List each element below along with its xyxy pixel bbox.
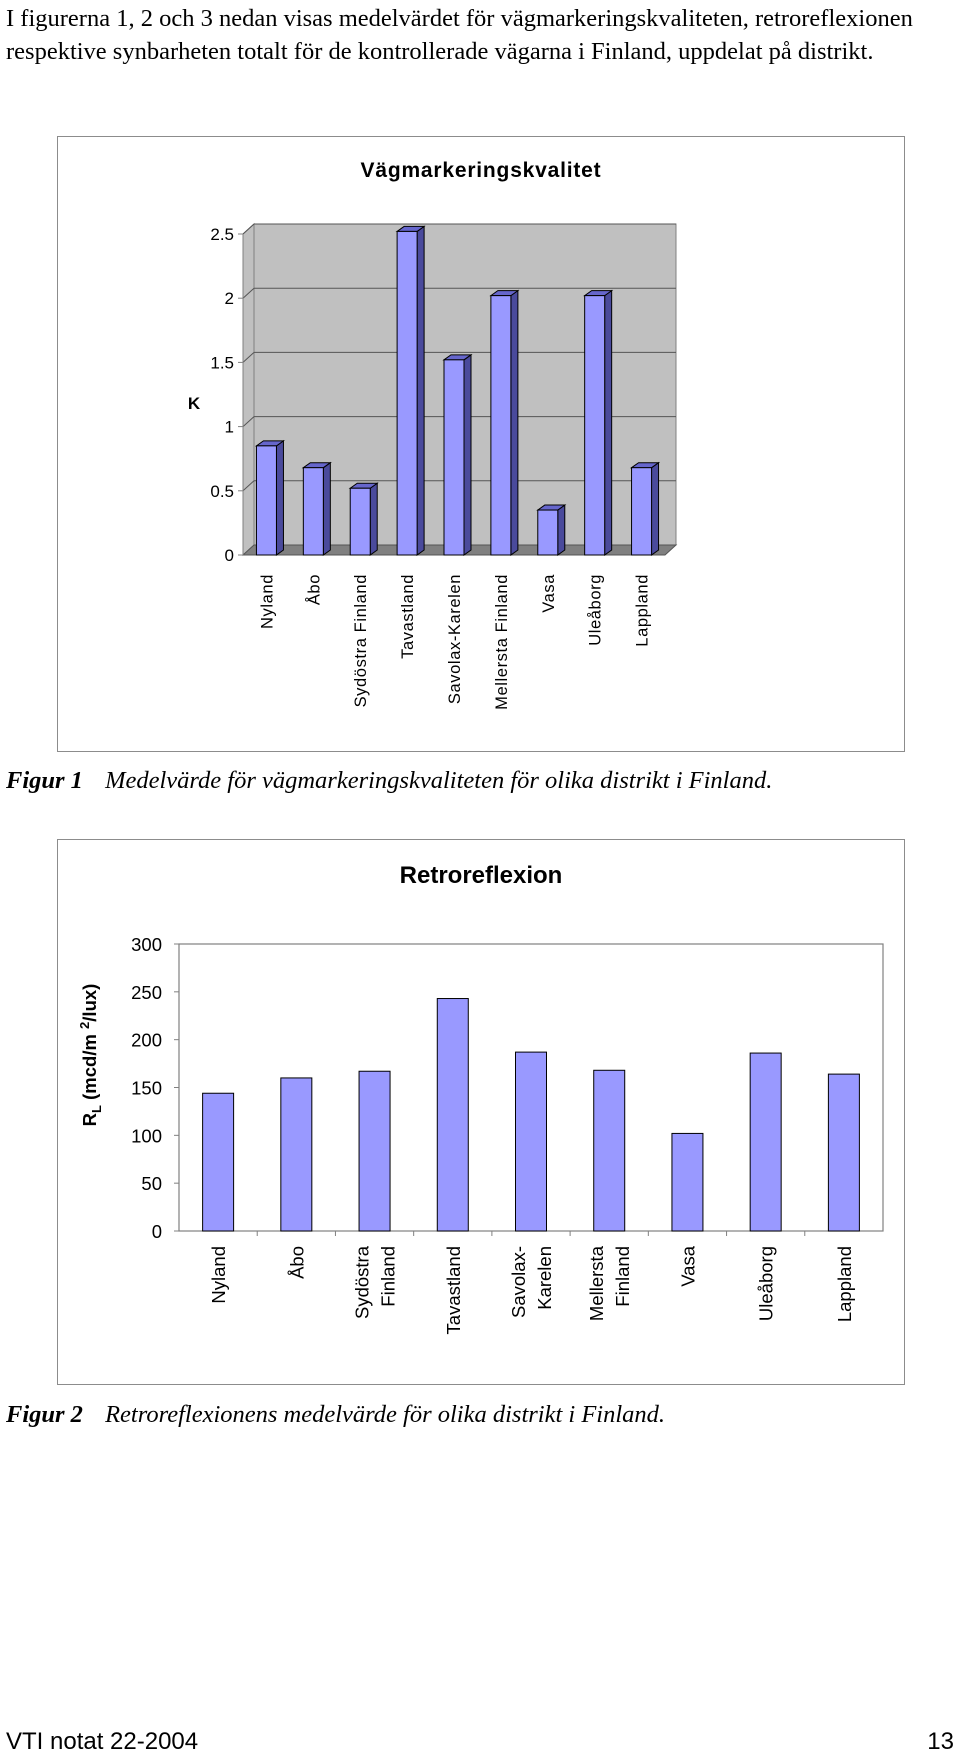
chart2-x-tick-label: Savolax- [508,1246,529,1318]
chart1-y-tick-label: 2 [225,289,234,308]
chart2-y-tick-label: 300 [131,934,162,955]
chart2-x-tick-label: Uleåborg [756,1246,777,1321]
figure2-caption-text: Retroreflexionens medelvärde för olika d… [105,1401,666,1428]
chart1-x-tick-label: Sydöstra Finland [352,574,370,707]
chart1-bar [254,439,286,556]
chart1-bar [536,504,567,556]
chart1-bar [395,225,426,556]
chart1-bar-side [275,439,284,556]
chart1-x-tick-label: Savolax-Karelen [446,574,464,704]
chart1-x-tick-label: Tavastland [399,574,417,659]
chart2-x-tick-label: Nyland [208,1246,229,1304]
chart2-x-tick-label: Mellersta [586,1245,607,1321]
chart2-y-tick-label: 250 [131,982,162,1003]
chart2-x-tick-label: Lappland [834,1246,855,1322]
chart2-y-label-main: R [79,1113,100,1126]
chart1-gridline-side [242,480,255,492]
chart1-bar-side [463,353,472,556]
chart1-bar-front [631,467,653,556]
chart2-bar [358,1070,391,1232]
chart1-bar [348,482,379,556]
chart1-bar [629,461,661,556]
chart2-y-tick-label: 200 [131,1030,162,1051]
chart2-y-tick-label: 50 [141,1173,162,1194]
chart2-x-tick-label: Finland [612,1246,633,1307]
chart1-gridline-side [242,287,255,299]
chart2-bar [749,1052,782,1232]
chart1-y-tick-label: 0.5 [210,482,234,501]
chart2-bar [515,1051,547,1232]
chart1-x-tick-label: Lappland [634,574,652,647]
chart2-x-tick-label: Karelen [534,1246,555,1310]
chart2-bar [593,1069,626,1232]
figure1-caption-text: Medelvärde för vägmarkeringskvaliteten f… [105,767,773,794]
chart2-bar [436,998,469,1232]
chart1-bar [583,289,614,556]
footer-page-number: 13 [927,1728,954,1755]
chart-vagmarkeringskvalitet: 0 0.5 1 1.5 2 2.5 Vägmarkeringskvalitet K Nyland… [57,136,905,752]
chart2-x-tick-label: Sydöstra [352,1245,373,1319]
chart2-bar [827,1073,860,1232]
chart1-svg: 0 0.5 1 1.5 2 2.5 Vägmarkeringskvalitet K Nyland… [188,159,678,710]
chart1-bar [301,461,332,556]
chart1-y-tick-label: 1.5 [210,353,234,372]
chart1-gridline-side [242,352,255,363]
figure1-caption-label: Figur 1 [6,767,83,794]
chart2-y-label: RL (mcd/m 2/lux) [77,984,104,1127]
chart2-y-label-unit: (mcd/m [79,1029,100,1105]
chart1-x-tick-label: Nyland [258,574,276,629]
chart1-x-tick-label: Uleåborg [587,574,605,646]
chart2-y-label-sub: L [89,1105,104,1113]
chart1-y-tick-label: 2.5 [210,225,234,244]
chart1-bar-front [255,445,277,556]
chart1-bar [489,289,520,556]
page-footer: VTI notat 22-2004 13 [0,1728,960,1758]
chart2-bar [202,1092,235,1232]
chart1-x-tick-label: Mellersta Finland [493,574,511,710]
chart1-gridline-side [242,223,255,235]
chart1-bar-side [322,461,331,556]
chart2-x-tick-label: Vasa [677,1245,698,1287]
chart2-title: Retroreflexion [400,862,563,889]
chart1-bar-front [396,230,418,556]
chart1-title: Vägmarkeringskvalitet [361,159,602,182]
chart2-x-tick-label: Finland [378,1246,399,1307]
chart2-x-tick-label: Tavastland [443,1246,464,1334]
chart1-bar-side [604,289,613,556]
chart1-gridline-side [242,416,255,427]
chart1-y-tick-label: 0 [225,546,234,565]
chart1-bar-side [510,289,519,556]
chart1-bar-side [557,504,566,556]
chart2-y-label-sup: 2 [77,1022,92,1029]
chart1-bar-side [416,225,425,556]
chart1-y-tick-label: 1 [225,418,234,437]
intro-paragraph: I figurerna 1, 2 och 3 nedan visas medel… [6,5,913,65]
chart2-bar [671,1132,704,1232]
chart1-x-tick-label: Vasa [540,574,558,613]
chart1-bar-side [651,461,660,556]
chart2-svg: 0 50 100 150 200 250 300 Retroreflexion RL (mcd/… [77,862,884,1334]
chart2-y-tick-label: 150 [131,1078,162,1099]
chart1-bar-front [537,509,559,556]
chart1-bar [442,353,473,556]
chart1-bar-front [443,359,465,556]
chart1-bar-front [490,295,512,556]
chart2-y-tick-label: 0 [152,1221,162,1242]
chart2-x-tick-label: Åbo [286,1246,307,1279]
chart2-y-label-end: /lux) [79,984,100,1022]
chart1-bar-front [584,295,606,556]
chart1-bar-front [302,467,324,556]
chart1-bar-front [349,487,371,556]
figure2-caption-label: Figur 2 [6,1401,83,1428]
footer-report-id: VTI notat 22-2004 [6,1728,199,1755]
chart2-bar [280,1077,313,1232]
chart1-y-label: K [188,394,201,413]
figure1-caption: Figur 1 Medelvärde för vägmarkeringskval… [6,767,772,795]
chart-retroreflexion: 0 50 100 150 200 250 300 Retroreflexion RL (mcd/… [57,839,905,1385]
chart1-x-tick-label: Åbo [304,574,323,605]
figure2-caption: Figur 2 Retroreflexionens medelvärde för… [6,1401,665,1429]
chart1-bar-side [369,482,378,556]
chart1-side-wall [242,222,255,557]
chart2-y-tick-label: 100 [131,1125,162,1146]
